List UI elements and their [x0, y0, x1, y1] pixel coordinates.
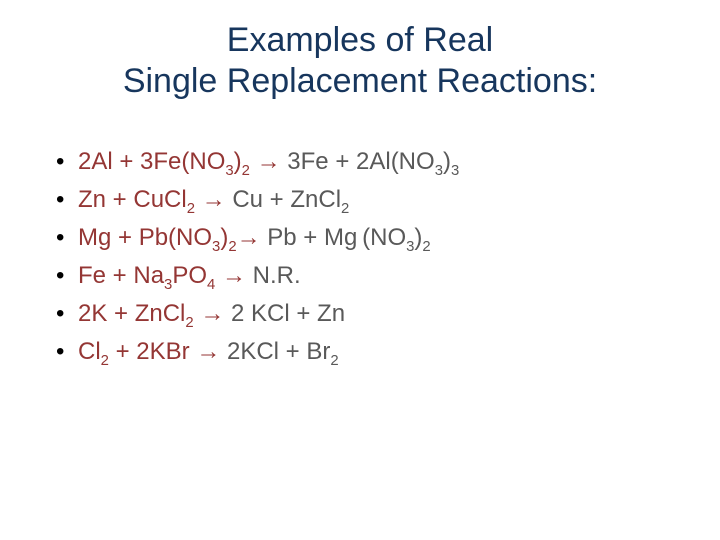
- products: 3Fe + 2Al(NO3)3: [281, 148, 460, 175]
- reactants: 2K + ZnCl2: [78, 300, 200, 327]
- products: 2 KCl + Zn: [224, 300, 345, 327]
- reaction-item: 2K + ZnCl2 → 2 KCl + Zn: [56, 296, 682, 332]
- reactants: Fe + Na3PO4: [78, 262, 222, 289]
- slide-title: Examples of Real Single Replacement Reac…: [38, 20, 682, 102]
- slide: Examples of Real Single Replacement Reac…: [0, 0, 720, 540]
- reactants: Cl2 + 2KBr: [78, 338, 196, 365]
- products: 2KCl + Br2: [220, 338, 338, 365]
- reaction-list: 2Al + 3Fe(NO3)2 → 3Fe + 2Al(NO3)3Zn + Cu…: [38, 144, 682, 370]
- reaction-item: Cl2 + 2KBr → 2KCl + Br2: [56, 334, 682, 370]
- reaction-item: Zn + CuCl2 → Cu + ZnCl2: [56, 182, 682, 218]
- products: Cu + ZnCl2: [226, 186, 350, 213]
- arrow-icon: →: [222, 262, 246, 289]
- arrow-icon: →: [200, 300, 224, 327]
- title-line-2: Single Replacement Reactions:: [38, 61, 682, 102]
- arrow-icon: →: [237, 224, 261, 251]
- reactants: Zn + CuCl2: [78, 186, 202, 213]
- arrow-icon: →: [196, 338, 220, 365]
- reactants: 2Al + 3Fe(NO3)2: [78, 148, 257, 175]
- products: Pb + Mg (NO3)2: [261, 224, 431, 251]
- reaction-item: Mg + Pb(NO3)2→ Pb + Mg (NO3)2: [56, 220, 682, 256]
- reaction-item: Fe + Na3PO4 → N.R.: [56, 258, 682, 294]
- title-line-1: Examples of Real: [38, 20, 682, 61]
- arrow-icon: →: [202, 186, 226, 213]
- reaction-item: 2Al + 3Fe(NO3)2 → 3Fe + 2Al(NO3)3: [56, 144, 682, 180]
- products: N.R.: [246, 262, 301, 289]
- arrow-icon: →: [257, 148, 281, 175]
- reactants: Mg + Pb(NO3)2: [78, 224, 237, 251]
